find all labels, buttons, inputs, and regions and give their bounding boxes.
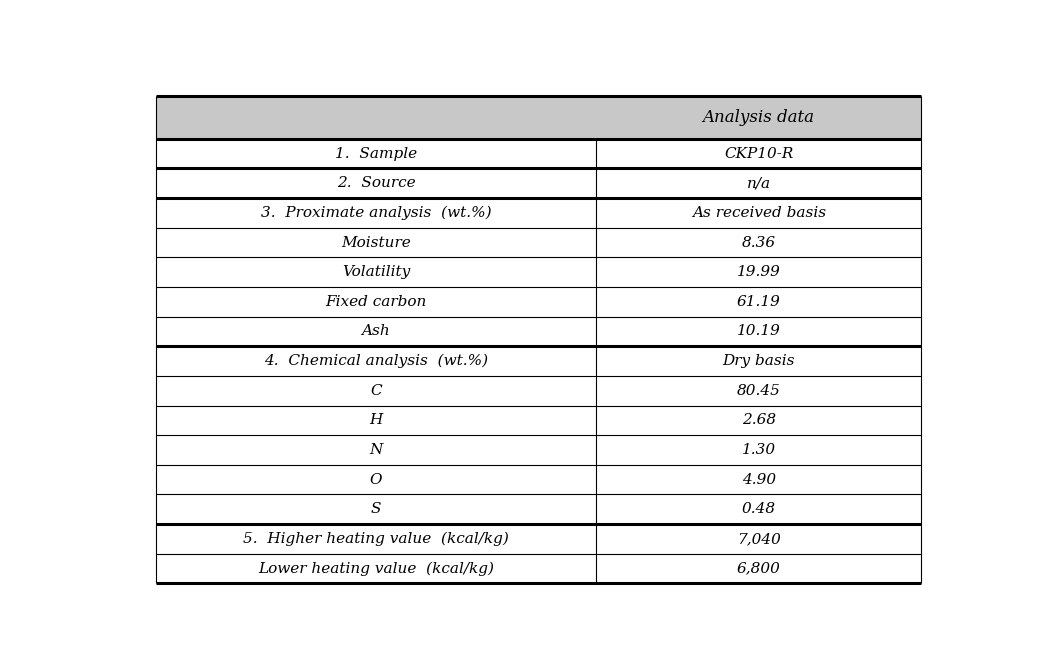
Text: As received basis: As received basis	[692, 206, 826, 220]
Text: 4.  Chemical analysis  (wt.%): 4. Chemical analysis (wt.%)	[264, 354, 488, 368]
Text: H: H	[369, 413, 383, 427]
Text: n/a: n/a	[746, 176, 770, 190]
Text: 80.45: 80.45	[737, 384, 781, 398]
Text: 2.  Source: 2. Source	[336, 176, 415, 190]
Text: 3.  Proximate analysis  (wt.%): 3. Proximate analysis (wt.%)	[261, 206, 491, 220]
Text: 6,800: 6,800	[737, 561, 781, 576]
Text: 10.19: 10.19	[737, 324, 781, 338]
Text: CKP10-R: CKP10-R	[724, 147, 794, 161]
Text: Fixed carbon: Fixed carbon	[325, 295, 427, 309]
Text: 2.68: 2.68	[742, 413, 776, 427]
Text: Analysis data: Analysis data	[703, 109, 815, 126]
Text: 61.19: 61.19	[737, 295, 781, 309]
Text: Ash: Ash	[362, 324, 390, 338]
Text: 7,040: 7,040	[737, 532, 781, 546]
Text: 19.99: 19.99	[737, 265, 781, 279]
Bar	[156, 96, 922, 139]
Text: 0.48: 0.48	[742, 502, 776, 517]
Text: S: S	[371, 502, 382, 517]
Text: 5.  Higher heating value  (kcal/kg): 5. Higher heating value (kcal/kg)	[243, 532, 509, 546]
Text: 8.36: 8.36	[742, 236, 776, 249]
Text: C: C	[370, 384, 382, 398]
Text: 1.  Sample: 1. Sample	[335, 147, 417, 161]
Text: Volatility: Volatility	[342, 265, 410, 279]
Text: 1.30: 1.30	[742, 443, 776, 457]
Text: Dry basis: Dry basis	[722, 354, 795, 368]
Text: O: O	[370, 472, 383, 486]
Text: N: N	[369, 443, 383, 457]
Text: 4.90: 4.90	[742, 472, 776, 486]
Text: Lower heating value  (kcal/kg): Lower heating value (kcal/kg)	[257, 561, 494, 576]
Text: Moisture: Moisture	[342, 236, 411, 249]
